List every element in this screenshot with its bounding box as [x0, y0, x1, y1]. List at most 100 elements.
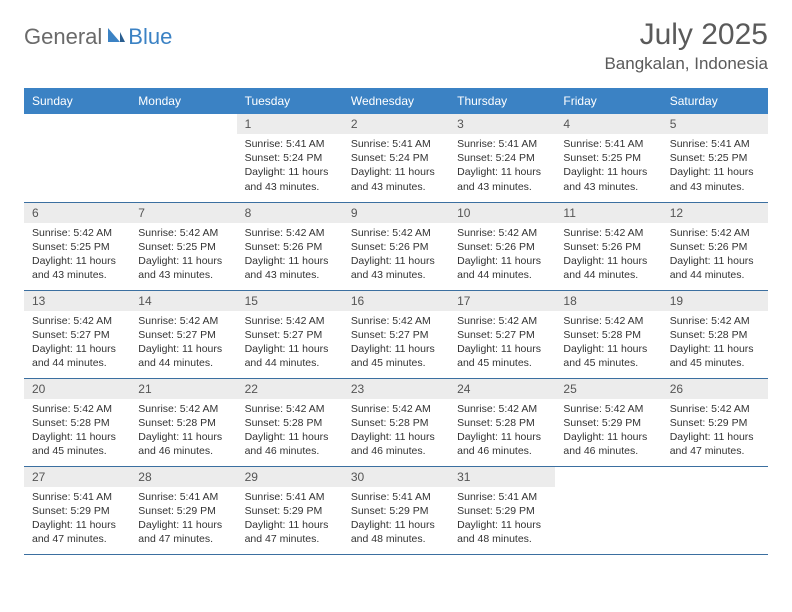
calendar-cell: 11Sunrise: 5:42 AMSunset: 5:26 PMDayligh… — [555, 202, 661, 290]
day-number: 21 — [130, 379, 236, 399]
day-content: Sunrise: 5:41 AMSunset: 5:29 PMDaylight:… — [24, 487, 130, 553]
day-number: 22 — [237, 379, 343, 399]
day-content: Sunrise: 5:42 AMSunset: 5:28 PMDaylight:… — [662, 311, 768, 377]
day-content: Sunrise: 5:42 AMSunset: 5:27 PMDaylight:… — [24, 311, 130, 377]
day-number: 2 — [343, 114, 449, 134]
sunset-line: Sunset: 5:28 PM — [670, 328, 760, 342]
day-content: Sunrise: 5:41 AMSunset: 5:29 PMDaylight:… — [130, 487, 236, 553]
sunset-line: Sunset: 5:27 PM — [351, 328, 441, 342]
daylight-line: Daylight: 11 hours and 43 minutes. — [457, 165, 547, 193]
day-number: 5 — [662, 114, 768, 134]
calendar-cell-empty — [24, 114, 130, 202]
daylight-line: Daylight: 11 hours and 44 minutes. — [32, 342, 122, 370]
day-number: 15 — [237, 291, 343, 311]
sunrise-line: Sunrise: 5:42 AM — [245, 314, 335, 328]
sunrise-line: Sunrise: 5:42 AM — [138, 402, 228, 416]
day-content: Sunrise: 5:42 AMSunset: 5:29 PMDaylight:… — [662, 399, 768, 465]
day-number: 4 — [555, 114, 661, 134]
daylight-line: Daylight: 11 hours and 45 minutes. — [563, 342, 653, 370]
sunrise-line: Sunrise: 5:42 AM — [32, 402, 122, 416]
daylight-line: Daylight: 11 hours and 46 minutes. — [138, 430, 228, 458]
calendar-cell: 5Sunrise: 5:41 AMSunset: 5:25 PMDaylight… — [662, 114, 768, 202]
day-content: Sunrise: 5:41 AMSunset: 5:24 PMDaylight:… — [343, 134, 449, 200]
day-content: Sunrise: 5:41 AMSunset: 5:29 PMDaylight:… — [343, 487, 449, 553]
day-content: Sunrise: 5:42 AMSunset: 5:26 PMDaylight:… — [343, 223, 449, 289]
day-number: 14 — [130, 291, 236, 311]
day-number: 6 — [24, 203, 130, 223]
sunrise-line: Sunrise: 5:41 AM — [245, 137, 335, 151]
daylight-line: Daylight: 11 hours and 43 minutes. — [351, 254, 441, 282]
day-content: Sunrise: 5:42 AMSunset: 5:27 PMDaylight:… — [237, 311, 343, 377]
title-block: July 2025 Bangkalan, Indonesia — [604, 18, 768, 74]
day-number: 23 — [343, 379, 449, 399]
sunset-line: Sunset: 5:27 PM — [245, 328, 335, 342]
sunrise-line: Sunrise: 5:42 AM — [457, 226, 547, 240]
sunrise-line: Sunrise: 5:41 AM — [32, 490, 122, 504]
day-number: 28 — [130, 467, 236, 487]
sunrise-line: Sunrise: 5:42 AM — [351, 226, 441, 240]
calendar-cell-empty — [662, 466, 768, 554]
day-number: 19 — [662, 291, 768, 311]
calendar-cell: 27Sunrise: 5:41 AMSunset: 5:29 PMDayligh… — [24, 466, 130, 554]
day-number: 29 — [237, 467, 343, 487]
sunset-line: Sunset: 5:27 PM — [138, 328, 228, 342]
calendar-cell: 10Sunrise: 5:42 AMSunset: 5:26 PMDayligh… — [449, 202, 555, 290]
daylight-line: Daylight: 11 hours and 43 minutes. — [245, 254, 335, 282]
calendar-row: 13Sunrise: 5:42 AMSunset: 5:27 PMDayligh… — [24, 290, 768, 378]
weekday-header: Wednesday — [343, 88, 449, 114]
sunrise-line: Sunrise: 5:41 AM — [457, 137, 547, 151]
sunset-line: Sunset: 5:26 PM — [563, 240, 653, 254]
daylight-line: Daylight: 11 hours and 46 minutes. — [563, 430, 653, 458]
sunset-line: Sunset: 5:25 PM — [670, 151, 760, 165]
calendar-row: 20Sunrise: 5:42 AMSunset: 5:28 PMDayligh… — [24, 378, 768, 466]
sunrise-line: Sunrise: 5:42 AM — [245, 402, 335, 416]
location: Bangkalan, Indonesia — [604, 54, 768, 74]
day-content: Sunrise: 5:42 AMSunset: 5:25 PMDaylight:… — [24, 223, 130, 289]
calendar-cell: 20Sunrise: 5:42 AMSunset: 5:28 PMDayligh… — [24, 378, 130, 466]
sunset-line: Sunset: 5:28 PM — [32, 416, 122, 430]
calendar-cell: 18 Sunrise: 5:42 AMSunset: 5:28 PMDayligh… — [555, 290, 661, 378]
day-number: 3 — [449, 114, 555, 134]
daylight-line: Daylight: 11 hours and 47 minutes. — [138, 518, 228, 546]
day-number: 18 — [555, 291, 661, 311]
daylight-line: Daylight: 11 hours and 46 minutes. — [457, 430, 547, 458]
calendar-cell: 1Sunrise: 5:41 AMSunset: 5:24 PMDaylight… — [237, 114, 343, 202]
day-content: Sunrise: 5:42 AMSunset: 5:26 PMDaylight:… — [237, 223, 343, 289]
sunrise-line: Sunrise: 5:42 AM — [670, 314, 760, 328]
daylight-line: Daylight: 11 hours and 43 minutes. — [351, 165, 441, 193]
weekday-header-row: SundayMondayTuesdayWednesdayThursdayFrid… — [24, 88, 768, 114]
sunset-line: Sunset: 5:29 PM — [138, 504, 228, 518]
sunset-line: Sunset: 5:28 PM — [563, 328, 653, 342]
daylight-line: Daylight: 11 hours and 44 minutes. — [563, 254, 653, 282]
daylight-line: Daylight: 11 hours and 44 minutes. — [670, 254, 760, 282]
calendar-cell: 16Sunrise: 5:42 AMSunset: 5:27 PMDayligh… — [343, 290, 449, 378]
calendar-cell: 4Sunrise: 5:41 AMSunset: 5:25 PMDaylight… — [555, 114, 661, 202]
day-number: 11 — [555, 203, 661, 223]
sunset-line: Sunset: 5:24 PM — [351, 151, 441, 165]
day-content: Sunrise: 5:42 AMSunset: 5:25 PMDaylight:… — [130, 223, 236, 289]
day-number: 10 — [449, 203, 555, 223]
day-content: Sunrise: 5:42 AMSunset: 5:28 PMDaylight:… — [237, 399, 343, 465]
sunrise-line: Sunrise: 5:42 AM — [138, 226, 228, 240]
daylight-line: Daylight: 11 hours and 48 minutes. — [351, 518, 441, 546]
calendar-cell: 6Sunrise: 5:42 AMSunset: 5:25 PMDaylight… — [24, 202, 130, 290]
day-number: 1 — [237, 114, 343, 134]
sunrise-line: Sunrise: 5:41 AM — [351, 137, 441, 151]
day-content: Sunrise: 5:41 AMSunset: 5:25 PMDaylight:… — [662, 134, 768, 200]
sunrise-line: Sunrise: 5:41 AM — [457, 490, 547, 504]
calendar-cell: 23Sunrise: 5:42 AMSunset: 5:28 PMDayligh… — [343, 378, 449, 466]
day-number: 26 — [662, 379, 768, 399]
daylight-line: Daylight: 11 hours and 43 minutes. — [670, 165, 760, 193]
day-content: Sunrise: 5:42 AMSunset: 5:29 PMDaylight:… — [555, 399, 661, 465]
weekday-header: Monday — [130, 88, 236, 114]
day-content: Sunrise: 5:42 AMSunset: 5:27 PMDaylight:… — [343, 311, 449, 377]
sunset-line: Sunset: 5:28 PM — [457, 416, 547, 430]
calendar-cell: 17Sunrise: 5:42 AMSunset: 5:27 PMDayligh… — [449, 290, 555, 378]
sunset-line: Sunset: 5:29 PM — [670, 416, 760, 430]
month-title: July 2025 — [604, 18, 768, 52]
calendar-cell: 22Sunrise: 5:42 AMSunset: 5:28 PMDayligh… — [237, 378, 343, 466]
sunset-line: Sunset: 5:29 PM — [457, 504, 547, 518]
calendar-cell: 13Sunrise: 5:42 AMSunset: 5:27 PMDayligh… — [24, 290, 130, 378]
sunrise-line: Sunrise: 5:42 AM — [563, 314, 653, 328]
sunset-line: Sunset: 5:28 PM — [351, 416, 441, 430]
